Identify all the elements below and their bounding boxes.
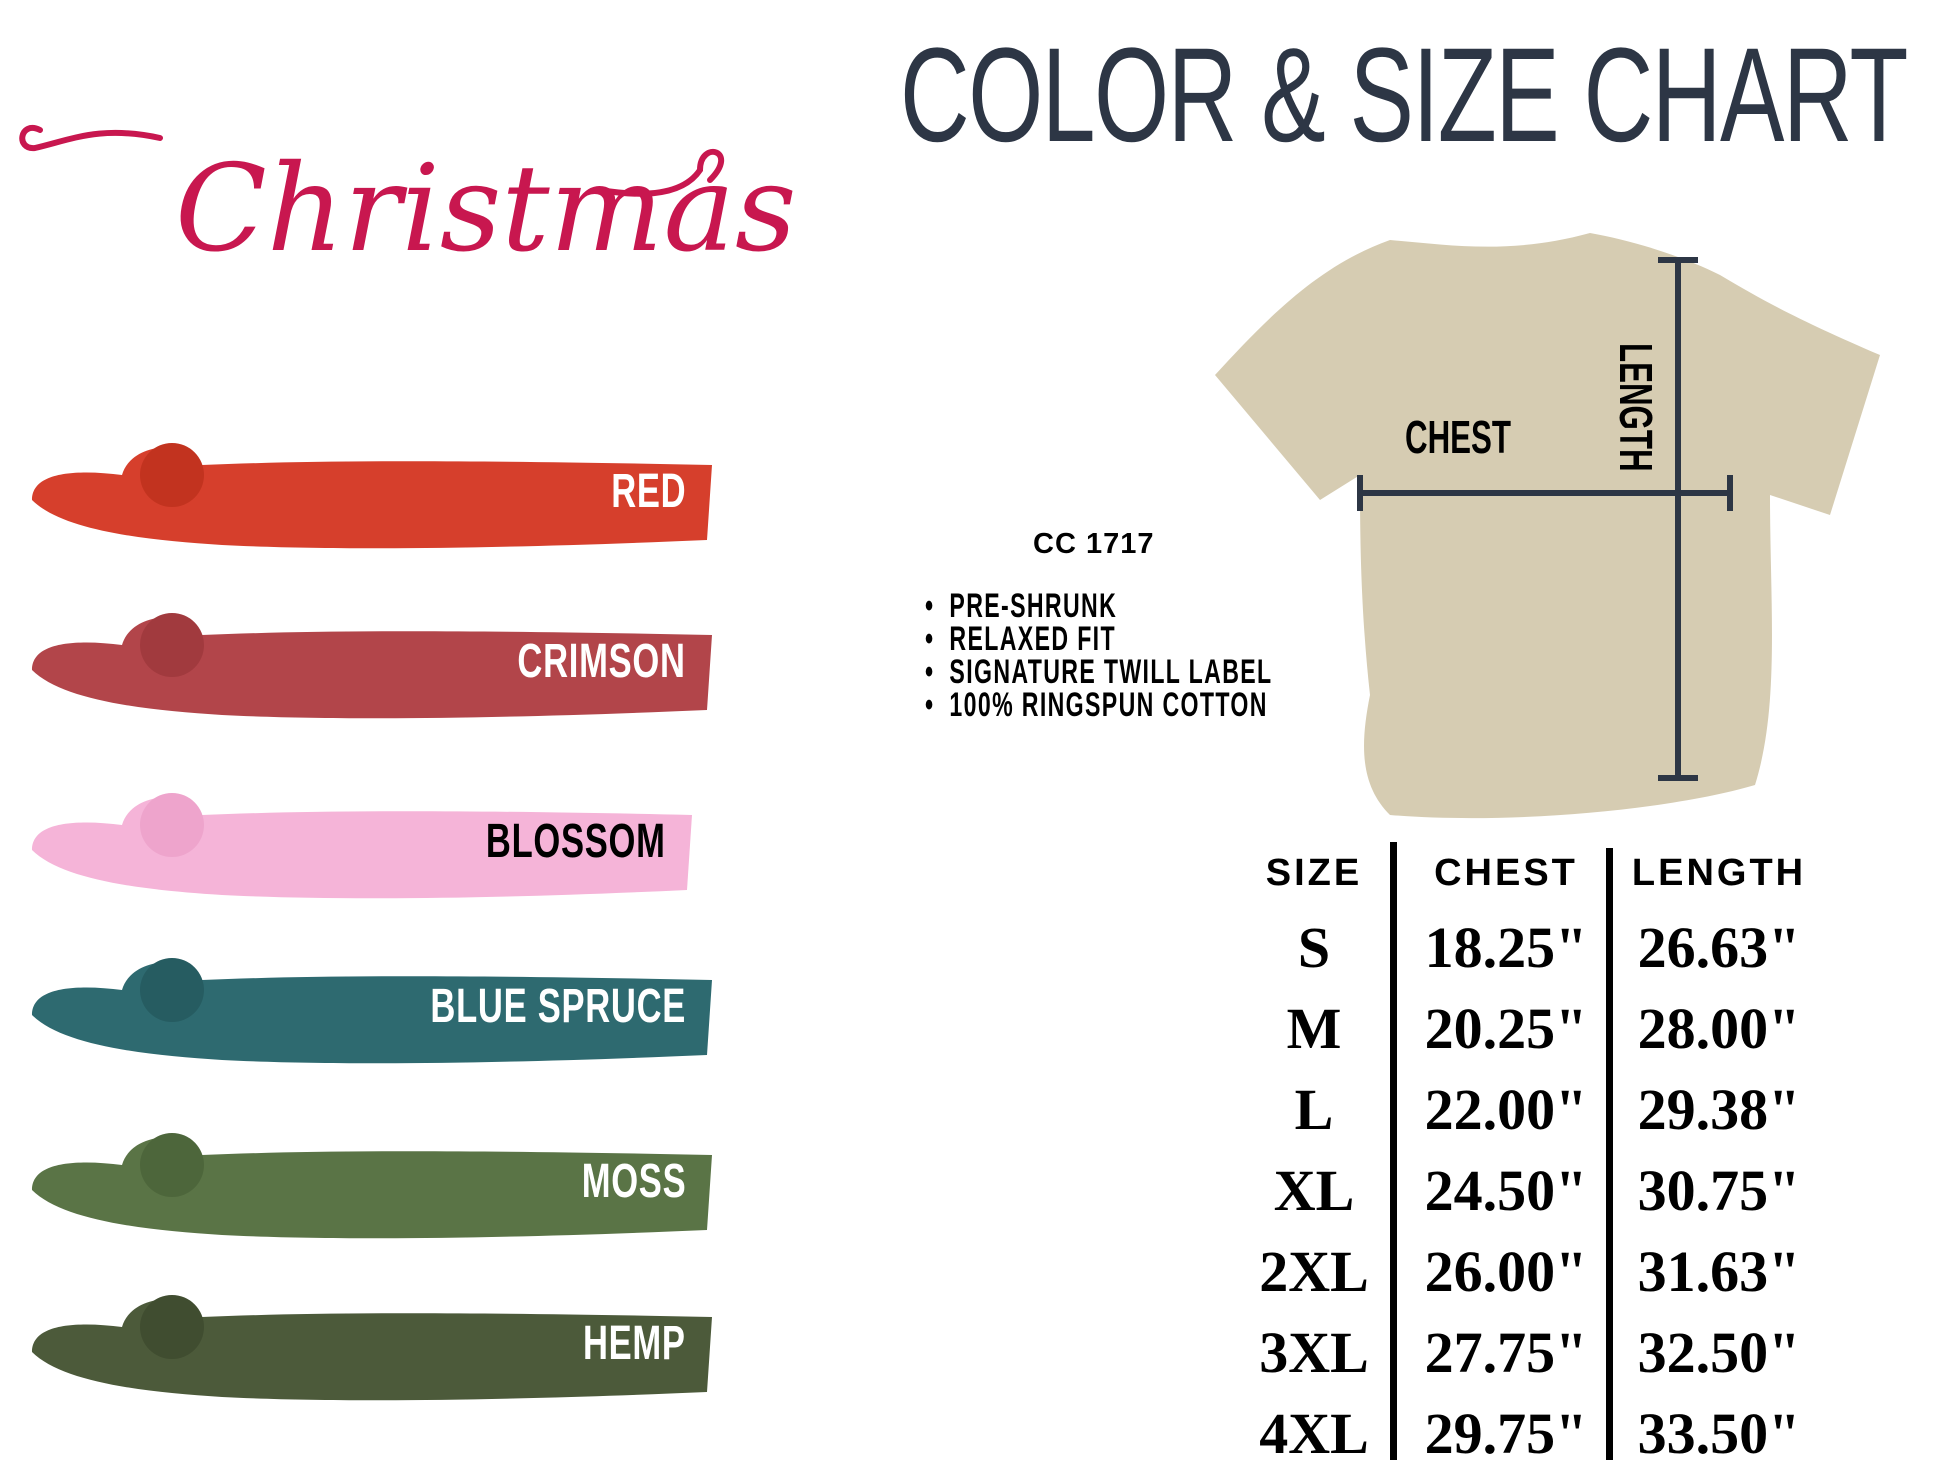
feature-item: RELAXED FIT xyxy=(925,622,1273,656)
feature-item: PRE-SHRUNK xyxy=(925,589,1273,623)
size-cell: 2XL xyxy=(1259,1239,1369,1304)
size-cell: L xyxy=(1294,1077,1334,1142)
length-cell: 33.50" xyxy=(1637,1401,1801,1460)
length-cell: 28.00" xyxy=(1637,996,1801,1061)
christmas-text: Christmas xyxy=(175,140,797,279)
length-cell: 31.63" xyxy=(1637,1239,1801,1304)
chest-cell: 29.75" xyxy=(1424,1401,1588,1460)
chest-label: CHEST xyxy=(1405,411,1512,463)
length-cell: 26.63" xyxy=(1637,915,1801,980)
feature-item: 100% RINGSPUN COTTON xyxy=(925,688,1273,722)
feature-item: SIGNATURE TWILL LABEL xyxy=(925,655,1273,689)
color-swatch-blue-spruce: BLUE SPRUCE xyxy=(22,945,712,1070)
tshirt-diagram: CHEST LENGTH xyxy=(1210,225,1880,830)
color-swatch-blossom: BLOSSOM xyxy=(22,780,712,905)
column-divider xyxy=(1606,848,1613,1460)
chest-cell: 22.00" xyxy=(1424,1077,1588,1142)
color-swatch-crimson: CRIMSON xyxy=(22,600,712,725)
length-label: LENGTH xyxy=(1610,343,1662,472)
feature-list: PRE-SHRUNK RELAXED FIT SIGNATURE TWILL L… xyxy=(925,589,1436,722)
header-chest: CHEST xyxy=(1434,852,1578,894)
size-cell: XL xyxy=(1273,1158,1355,1223)
length-cell: 29.38" xyxy=(1637,1077,1801,1142)
column-divider xyxy=(1390,842,1397,1460)
length-cell: 32.50" xyxy=(1637,1320,1801,1385)
chest-cell: 20.25" xyxy=(1424,996,1588,1061)
chest-cell: 24.50" xyxy=(1424,1158,1588,1223)
chest-cell: 26.00" xyxy=(1424,1239,1588,1304)
chest-cell: 18.25" xyxy=(1424,915,1588,980)
size-cell: 3XL xyxy=(1259,1320,1369,1385)
length-cell: 30.75" xyxy=(1637,1158,1801,1223)
christmas-script-logo: Christmas xyxy=(10,110,910,295)
header-size: SIZE xyxy=(1265,852,1363,894)
chest-cell: 27.75" xyxy=(1424,1320,1588,1385)
page-title: COLOR & SIZE CHART xyxy=(900,21,1908,170)
color-swatch-moss: MOSS xyxy=(22,1120,712,1245)
size-cell: S xyxy=(1297,915,1331,980)
header-length: LENGTH xyxy=(1631,852,1807,894)
size-cell: M xyxy=(1286,996,1342,1061)
color-swatch-hemp: HEMP xyxy=(22,1282,712,1407)
model-number: CC 1717 xyxy=(1033,528,1155,560)
color-swatch-red: RED xyxy=(22,430,712,555)
size-cell: 4XL xyxy=(1259,1401,1369,1460)
